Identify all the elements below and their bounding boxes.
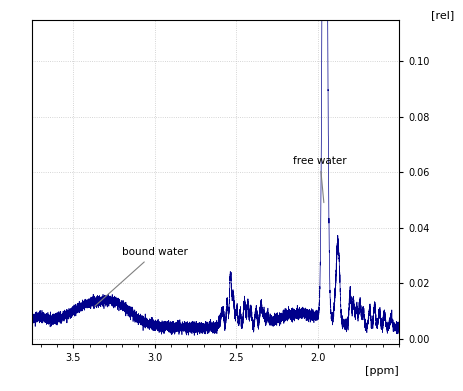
X-axis label: [ppm]: [ppm] [364, 366, 398, 376]
Y-axis label: [rel]: [rel] [431, 10, 454, 20]
Text: bound water: bound water [94, 248, 188, 306]
Text: free water: free water [293, 156, 346, 203]
